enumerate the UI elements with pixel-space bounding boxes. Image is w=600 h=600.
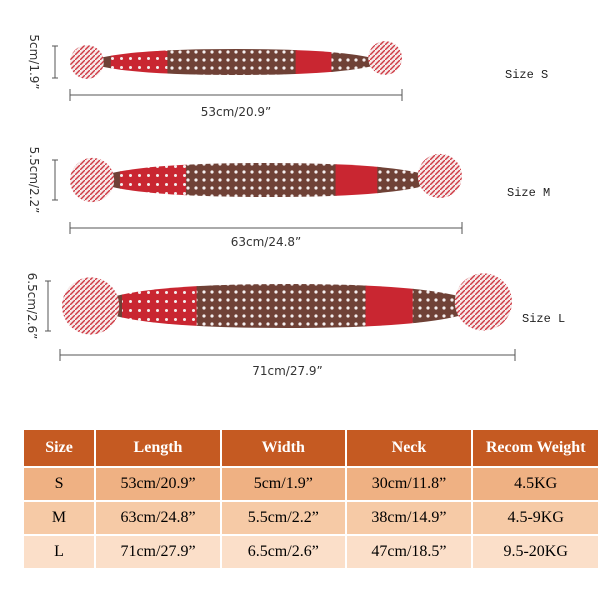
scarf-band [287, 284, 367, 328]
table-cell: 71cm/27.9” [94, 534, 222, 570]
table-cell: 4.5KG [471, 466, 600, 502]
table-row: L 71cm/27.9” 6.5cm/2.6” 47cm/18.5” 9.5-20KG [21, 534, 600, 570]
scarf-illustration: 5cm/1.9” 53cm/20.9” Size S 5.5cm/2.2” 63cm/2… [25, 34, 565, 378]
width-label: 6.5cm/2.6” [25, 273, 39, 340]
size-label: Size L [522, 312, 565, 326]
scarf [70, 41, 402, 79]
scarf-body [90, 284, 484, 328]
scarf [70, 153, 462, 203]
length-label: 53cm/20.9” [201, 105, 272, 119]
size-label: Size S [505, 68, 548, 82]
scarf-band [186, 163, 267, 197]
scarf-band [335, 163, 379, 197]
table-cell: 4.5-9KG [471, 500, 600, 536]
width-label: 5cm/1.9” [27, 34, 41, 89]
table-cell: 53cm/20.9” [94, 466, 222, 502]
header-cell: Width [219, 428, 347, 468]
pompom [70, 45, 104, 79]
header-cell: Length [94, 428, 222, 468]
scarf-band [122, 284, 198, 328]
table-row: S 53cm/20.9” 5cm/1.9” 30cm/11.8” 4.5KG [21, 466, 600, 502]
pompom [368, 41, 402, 75]
table-body: S 53cm/20.9” 5cm/1.9” 30cm/11.8” 4.5KG M 63cm/… [21, 466, 600, 570]
table-cell: 30cm/11.8” [344, 466, 474, 502]
scarf-band [236, 49, 297, 75]
table-cell: 9.5-20KG [471, 534, 600, 570]
table-cell: S [21, 466, 97, 502]
size-label: Size M [507, 186, 550, 200]
table-cell: 63cm/24.8” [94, 500, 222, 536]
table-cell: 47cm/18.5” [344, 534, 474, 570]
table-cell: 38cm/14.9” [344, 500, 474, 536]
header-cell: Size [21, 428, 97, 468]
table-cell: 5.5cm/2.2” [219, 500, 347, 536]
scarf-band [119, 163, 188, 197]
pompom [62, 277, 120, 335]
pompom [417, 153, 462, 199]
table-cell: L [21, 534, 97, 570]
scarf-band [295, 49, 333, 75]
size-table: Size Length Width Neck Recom Weight S 53cm/20… [21, 428, 600, 570]
scarf-band [266, 163, 337, 197]
scarf-band [167, 49, 237, 75]
scarf-band [365, 284, 414, 328]
header-cell: Recom Weight [471, 428, 600, 468]
length-label: 63cm/24.8” [231, 235, 302, 249]
table-cell: 6.5cm/2.6” [219, 534, 347, 570]
pompom [70, 157, 115, 203]
length-label: 71cm/27.9” [252, 364, 323, 378]
scarf [62, 273, 512, 335]
header-cell: Neck [344, 428, 474, 468]
table-cell: 5cm/1.9” [219, 466, 347, 502]
table-row: M 63cm/24.8” 5.5cm/2.2” 38cm/14.9” 4.5-9KG [21, 500, 600, 536]
scarf-band [196, 284, 288, 328]
scarf-body [92, 163, 440, 197]
pompom [454, 273, 512, 331]
scarf-body [86, 49, 386, 75]
scarf-band [110, 49, 169, 75]
table-cell: M [21, 500, 97, 536]
header-row: Size Length Width Neck Recom Weight [21, 428, 600, 468]
width-label: 5.5cm/2.2” [27, 147, 41, 214]
